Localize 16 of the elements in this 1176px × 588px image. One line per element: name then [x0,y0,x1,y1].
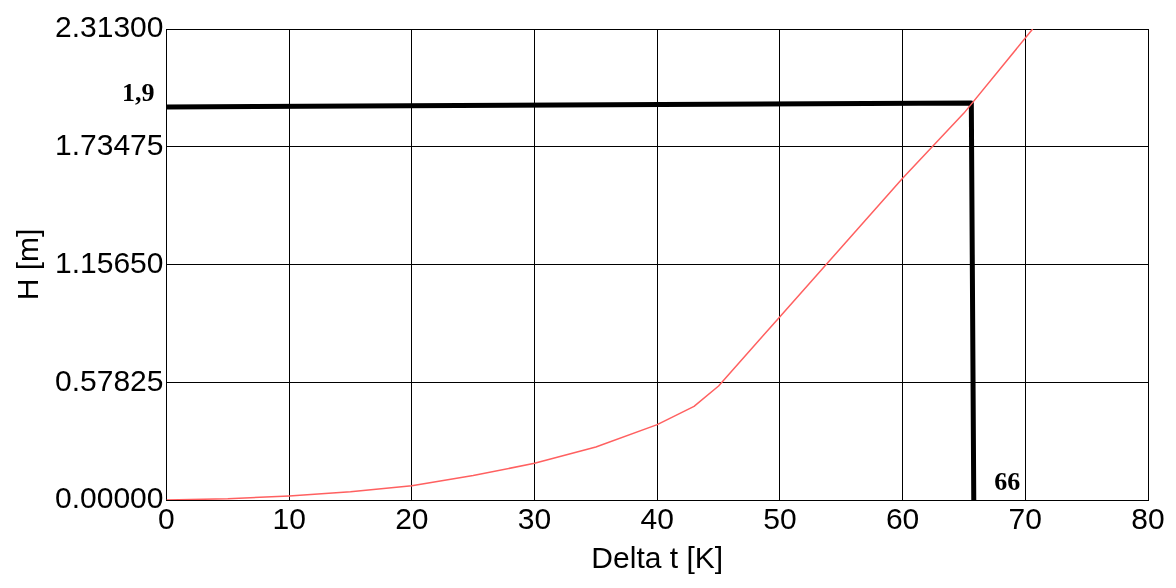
y-axis-title: H [m] [11,228,45,301]
x-tick-label: 40 [640,502,674,536]
y-tick-label: 0.57825 [54,363,164,397]
annotation: 66 [994,466,1021,496]
x-axis-title: Delta t [K] [591,541,724,575]
x-tick-label: 60 [885,502,920,536]
x-tick-label: 50 [763,502,797,536]
x-tick-label: 20 [395,502,429,536]
x-tick-label: 10 [272,502,306,536]
x-tick-label: 30 [517,502,552,536]
y-tick-label: 1.15650 [54,245,164,279]
y-tick-label: 2.31300 [54,10,164,44]
x-tick-label: 80 [1131,502,1165,536]
x-tick-label: 70 [1008,502,1042,536]
annotation: 1,9 [121,77,155,107]
y-tick-label: 1.73475 [54,128,164,162]
